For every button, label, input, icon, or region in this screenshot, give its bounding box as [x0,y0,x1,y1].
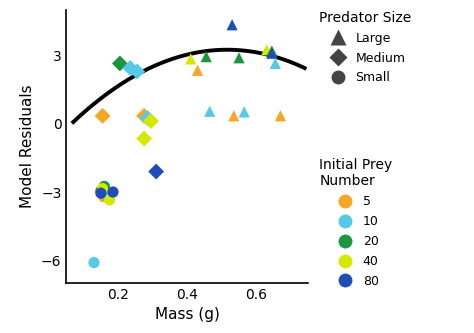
Point [240,109,248,115]
Point [144,116,151,121]
Point [100,184,108,189]
Point [99,189,106,195]
Point [202,54,210,59]
Point [230,113,237,119]
Point [90,260,98,265]
Point [99,187,106,192]
Point [100,194,108,199]
Point [277,113,284,119]
Point [268,48,275,54]
Point [106,197,113,203]
Point [147,118,155,124]
Point [152,169,160,174]
Point [206,109,213,114]
Point [228,22,236,27]
Point [109,189,117,195]
Point [97,190,105,196]
Point [133,69,141,74]
Point [272,61,279,66]
Point [127,65,134,71]
Point [140,113,148,119]
Point [263,47,271,53]
Point [194,68,201,73]
Point [97,188,105,193]
X-axis label: Mass (g): Mass (g) [155,307,219,322]
Point [140,136,148,141]
Point [187,56,194,62]
Point [268,51,275,56]
Y-axis label: Model Residuals: Model Residuals [20,85,36,208]
Point [116,61,124,66]
Legend: 5, 10, 20, 40, 80: 5, 10, 20, 40, 80 [319,158,392,288]
Point [100,191,108,197]
Point [99,113,106,119]
Point [235,55,243,61]
Point [99,186,106,191]
